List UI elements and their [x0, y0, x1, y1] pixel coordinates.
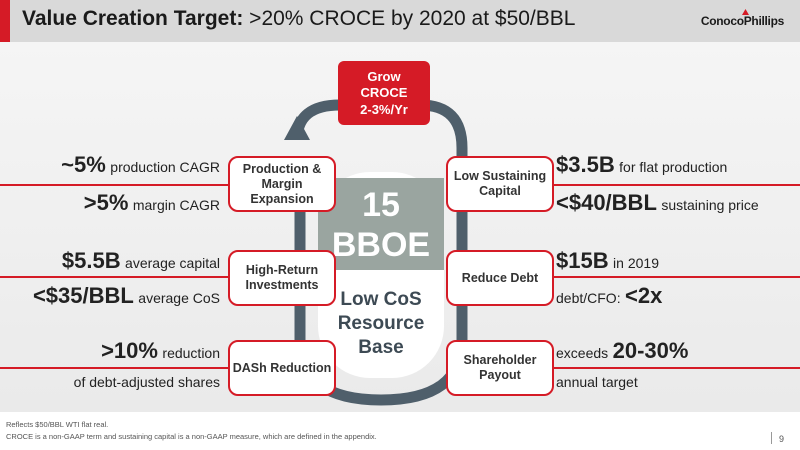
- bboe-band: [318, 178, 444, 270]
- grow-line-3: 2-3%/Yr: [360, 101, 408, 117]
- shareholder-payout-box: Shareholder Payout: [446, 340, 554, 396]
- base-line-2: Resource: [337, 312, 425, 334]
- stat-flat-production-value: $3.5B: [556, 152, 615, 177]
- stat-annual-target: annual target: [556, 374, 638, 392]
- dash-reduction-box: DASh Reduction: [228, 340, 336, 396]
- production-margin-label: Production & Margin Expansion: [242, 161, 322, 206]
- page-number: 9: [778, 434, 784, 444]
- logo-text: ConocoPhillips: [700, 14, 784, 28]
- base-line-1: Low CoS: [340, 289, 422, 310]
- dash-reduction-label: DASh Reduction: [232, 360, 332, 375]
- stat-share-reduction-value: >10%: [101, 338, 158, 363]
- stat-average-capital-value: $5.5B: [61, 248, 121, 273]
- stat-average-cos: <$35/BBL average CoS: [33, 283, 220, 309]
- stat-flat-production: $3.5B for flat production: [556, 152, 727, 178]
- page-number-divider: [771, 432, 772, 444]
- stat-payout-target: exceeds 20-30%: [556, 338, 688, 364]
- grow-croce-box: Grow CROCE 2-3%/Yr: [338, 61, 430, 125]
- high-return-box: High-Return Investments: [228, 250, 336, 306]
- stat-payout-target-value: 20-30%: [612, 338, 689, 363]
- stat-debt-2019-value: $15B: [556, 248, 609, 273]
- stat-average-capital: $5.5B average capital: [62, 248, 220, 274]
- stat-flat-production-label: for flat production: [619, 159, 728, 175]
- stat-production-cagr-label: production CAGR: [110, 159, 220, 175]
- header-accent-bar: [0, 0, 10, 42]
- stat-annual-target-label: annual target: [556, 374, 638, 390]
- stat-debt-2019-label: in 2019: [613, 255, 659, 271]
- title-bold: Value Creation Target:: [22, 7, 244, 30]
- slide-title: Value Creation Target: >20% CROCE by 202…: [22, 7, 575, 31]
- sustaining-capital-label: Low Sustaining Capital: [453, 169, 547, 198]
- stat-average-cos-value: <$35/BBL: [32, 283, 134, 308]
- stat-share-reduction: >10% reduction: [101, 338, 220, 364]
- connector-line-right-3: [548, 367, 800, 369]
- grow-line-2: CROCE: [360, 85, 408, 101]
- production-margin-box: Production & Margin Expansion: [228, 156, 336, 212]
- sustaining-capital-box: Low Sustaining Capital: [446, 156, 554, 212]
- stat-sustaining-price-value: <$40/BBL: [556, 190, 657, 215]
- stat-production-cagr: ~5% production CAGR: [61, 152, 220, 178]
- title-rest: >20% CROCE by 2020 at $50/BBL: [243, 7, 576, 30]
- stat-debt-adjusted-shares: of debt-adjusted shares: [74, 374, 220, 392]
- stat-share-reduction-label: reduction: [162, 345, 220, 361]
- reserves-number: 15: [362, 186, 400, 224]
- stat-sustaining-price: <$40/BBL sustaining price: [556, 190, 759, 216]
- base-line-3: Base: [358, 336, 404, 358]
- connector-line-left-2: [0, 276, 236, 278]
- stat-debt-cfo-label: debt/CFO:: [556, 290, 621, 306]
- stat-sustaining-price-label: sustaining price: [661, 197, 759, 213]
- stat-debt-cfo: debt/CFO: <2x: [556, 283, 662, 309]
- stat-payout-target-label: exceeds: [556, 345, 609, 361]
- stat-average-capital-label: average capital: [125, 255, 220, 271]
- connector-line-right-2: [548, 276, 800, 278]
- reduce-debt-label: Reduce Debt: [461, 270, 539, 285]
- connector-line-right-1: [548, 184, 800, 186]
- reduce-debt-box: Reduce Debt: [446, 250, 554, 306]
- connector-line-left-1: [0, 184, 236, 186]
- stat-debt-adjusted-shares-label: of debt-adjusted shares: [73, 374, 220, 390]
- stat-margin-cagr-value: >5%: [83, 190, 129, 215]
- stat-debt-2019: $15B in 2019: [556, 248, 659, 274]
- shareholder-payout-label: Shareholder Payout: [463, 353, 537, 382]
- cycle-arrow-head: [284, 116, 310, 140]
- stat-debt-cfo-value: <2x: [625, 283, 663, 308]
- high-return-label: High-Return Investments: [245, 263, 319, 292]
- footnote-1: Reflects $50/BBL WTI flat real.: [6, 420, 109, 429]
- connector-line-left-3: [0, 367, 236, 369]
- footnote-2: CROCE is a non-GAAP term and sustaining …: [6, 432, 377, 441]
- stat-production-cagr-value: ~5%: [61, 152, 106, 177]
- grow-line-1: Grow: [367, 69, 401, 84]
- stat-margin-cagr: >5% margin CAGR: [84, 190, 220, 216]
- company-logo: ConocoPhillips: [700, 9, 784, 28]
- stat-margin-cagr-label: margin CAGR: [132, 197, 220, 213]
- reserves-unit: BBOE: [331, 226, 431, 264]
- logo-flame-icon: [741, 9, 749, 15]
- slide-header: Value Creation Target: >20% CROCE by 202…: [0, 0, 800, 42]
- stat-average-cos-label: average CoS: [138, 290, 220, 306]
- resource-base-label: Low CoS Resource Base: [318, 288, 444, 359]
